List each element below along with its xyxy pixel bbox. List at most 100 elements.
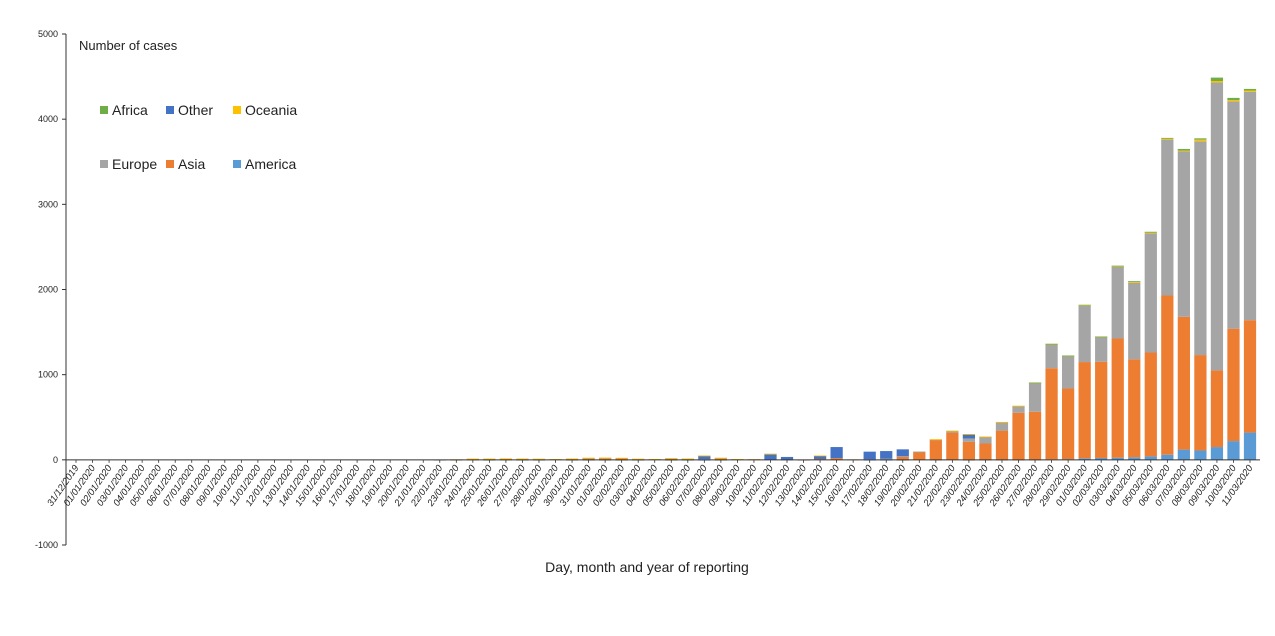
bar-america-67 <box>1177 449 1190 460</box>
bar-europe-55 <box>979 436 992 444</box>
bar-europe-58 <box>1028 382 1042 412</box>
legend-swatch-other <box>166 106 174 114</box>
bar-oceania-26 <box>499 458 513 460</box>
legend-label-europe: Europe <box>112 156 157 172</box>
bar-oceania-39 <box>714 457 727 459</box>
bar-africa-64 <box>1128 281 1141 282</box>
bar-oceania-28 <box>532 458 546 460</box>
bar-europe-69 <box>1210 82 1224 371</box>
bar-america-68 <box>1194 450 1207 460</box>
bar-asia-51 <box>913 451 926 460</box>
y-tick-label: 0 <box>53 455 58 465</box>
bar-oceania-53 <box>946 430 959 432</box>
bar-europe-66 <box>1161 139 1174 296</box>
bar-other-50 <box>896 449 909 457</box>
bar-asia-53 <box>946 432 959 460</box>
bar-asia-50 <box>896 456 909 460</box>
bar-asia-68 <box>1194 355 1207 451</box>
bar-oceania-38 <box>698 455 711 457</box>
bar-oceania-69 <box>1210 81 1224 83</box>
x-axis-label: Day, month and year of reporting <box>545 559 749 575</box>
bar-other-48 <box>863 451 876 460</box>
bar-africa-60 <box>1061 355 1075 357</box>
bar-africa-61 <box>1078 304 1091 306</box>
bar-oceania-33 <box>615 457 628 459</box>
y-axis: -1000 0 1000 2000 3000 4000 5000 <box>35 29 67 550</box>
bar-asia-71 <box>1243 320 1257 433</box>
bar-asia-39 <box>714 458 727 460</box>
bar-america-61 <box>1078 458 1091 460</box>
legend-label-other: Other <box>178 102 213 118</box>
bar-europe-49 <box>880 458 893 460</box>
bar-africa-67 <box>1177 148 1190 151</box>
bar-america-63 <box>1111 457 1124 460</box>
y-tick-label: 3000 <box>38 199 58 209</box>
bar-asia-65 <box>1144 352 1157 457</box>
legend-swatch-oceania <box>233 106 241 114</box>
bar-oceania-63 <box>1111 266 1124 267</box>
bar-oceania-42 <box>764 453 777 455</box>
bar-oceania-52 <box>929 439 942 441</box>
legend-label-america: America <box>245 156 297 172</box>
legend-label-asia: Asia <box>178 156 205 172</box>
bar-africa-62 <box>1095 336 1108 338</box>
bar-oceania-65 <box>1144 232 1157 234</box>
legend-label-africa: Africa <box>112 102 148 118</box>
bar-asia-54 <box>962 441 976 460</box>
bar-oceania-37 <box>681 458 694 460</box>
legend-swatch-africa <box>100 106 108 114</box>
bar-oceania-66 <box>1161 138 1174 140</box>
x-axis: 31/12/201901/01/202002/01/202003/01/2020… <box>45 459 1260 509</box>
bar-europe-68 <box>1194 141 1207 356</box>
bar-oceania-27 <box>516 458 529 460</box>
bar-asia-63 <box>1111 338 1124 458</box>
bar-africa-68 <box>1194 138 1207 140</box>
bar-america-70 <box>1227 441 1240 460</box>
legend-swatch-asia <box>166 160 174 168</box>
bar-asia-59 <box>1045 368 1058 460</box>
bar-europe-59 <box>1045 344 1058 369</box>
bar-asia-60 <box>1061 388 1075 460</box>
bar-america-64 <box>1128 457 1141 460</box>
bar-other-38 <box>698 455 711 460</box>
bars <box>433 77 1257 461</box>
bar-asia-55 <box>979 443 992 460</box>
bar-oceania-34 <box>632 458 645 460</box>
bar-oceania-24 <box>466 458 479 460</box>
bar-europe-62 <box>1095 337 1108 362</box>
bar-asia-69 <box>1210 370 1224 448</box>
bar-other-45 <box>813 455 827 459</box>
bar-oceania-54 <box>962 434 976 435</box>
bar-asia-67 <box>1177 316 1190 450</box>
bar-europe-61 <box>1078 305 1091 363</box>
bar-asia-70 <box>1227 328 1240 442</box>
bar-oceania-32 <box>599 457 612 459</box>
bar-america-66 <box>1161 454 1174 460</box>
bar-oceania-57 <box>1012 405 1025 407</box>
bar-africa-59 <box>1045 343 1058 345</box>
bar-asia-56 <box>995 430 1009 460</box>
bar-oceania-71 <box>1243 90 1257 92</box>
y-tick-label: 4000 <box>38 114 58 124</box>
bar-africa-65 <box>1144 231 1157 233</box>
bar-other-49 <box>880 451 893 459</box>
y-tick-label: 2000 <box>38 285 58 295</box>
bar-oceania-70 <box>1227 100 1240 102</box>
bar-europe-57 <box>1012 405 1025 413</box>
bar-africa-70 <box>1227 97 1240 101</box>
bar-asia-66 <box>1161 295 1174 455</box>
bar-europe-56 <box>995 422 1009 431</box>
bar-asia-52 <box>929 440 942 460</box>
bar-oceania-67 <box>1177 150 1190 152</box>
bar-asia-64 <box>1128 359 1141 458</box>
bar-oceania-45 <box>813 455 827 457</box>
bar-america-71 <box>1243 432 1257 460</box>
bar-africa-69 <box>1210 77 1224 82</box>
y-axis-label: Number of cases <box>79 38 178 53</box>
bar-africa-66 <box>1161 137 1174 139</box>
legend-swatch-america <box>233 160 241 168</box>
legend-label-oceania: Oceania <box>245 102 297 118</box>
bar-asia-61 <box>1078 362 1091 459</box>
bar-asia-32 <box>599 458 612 460</box>
